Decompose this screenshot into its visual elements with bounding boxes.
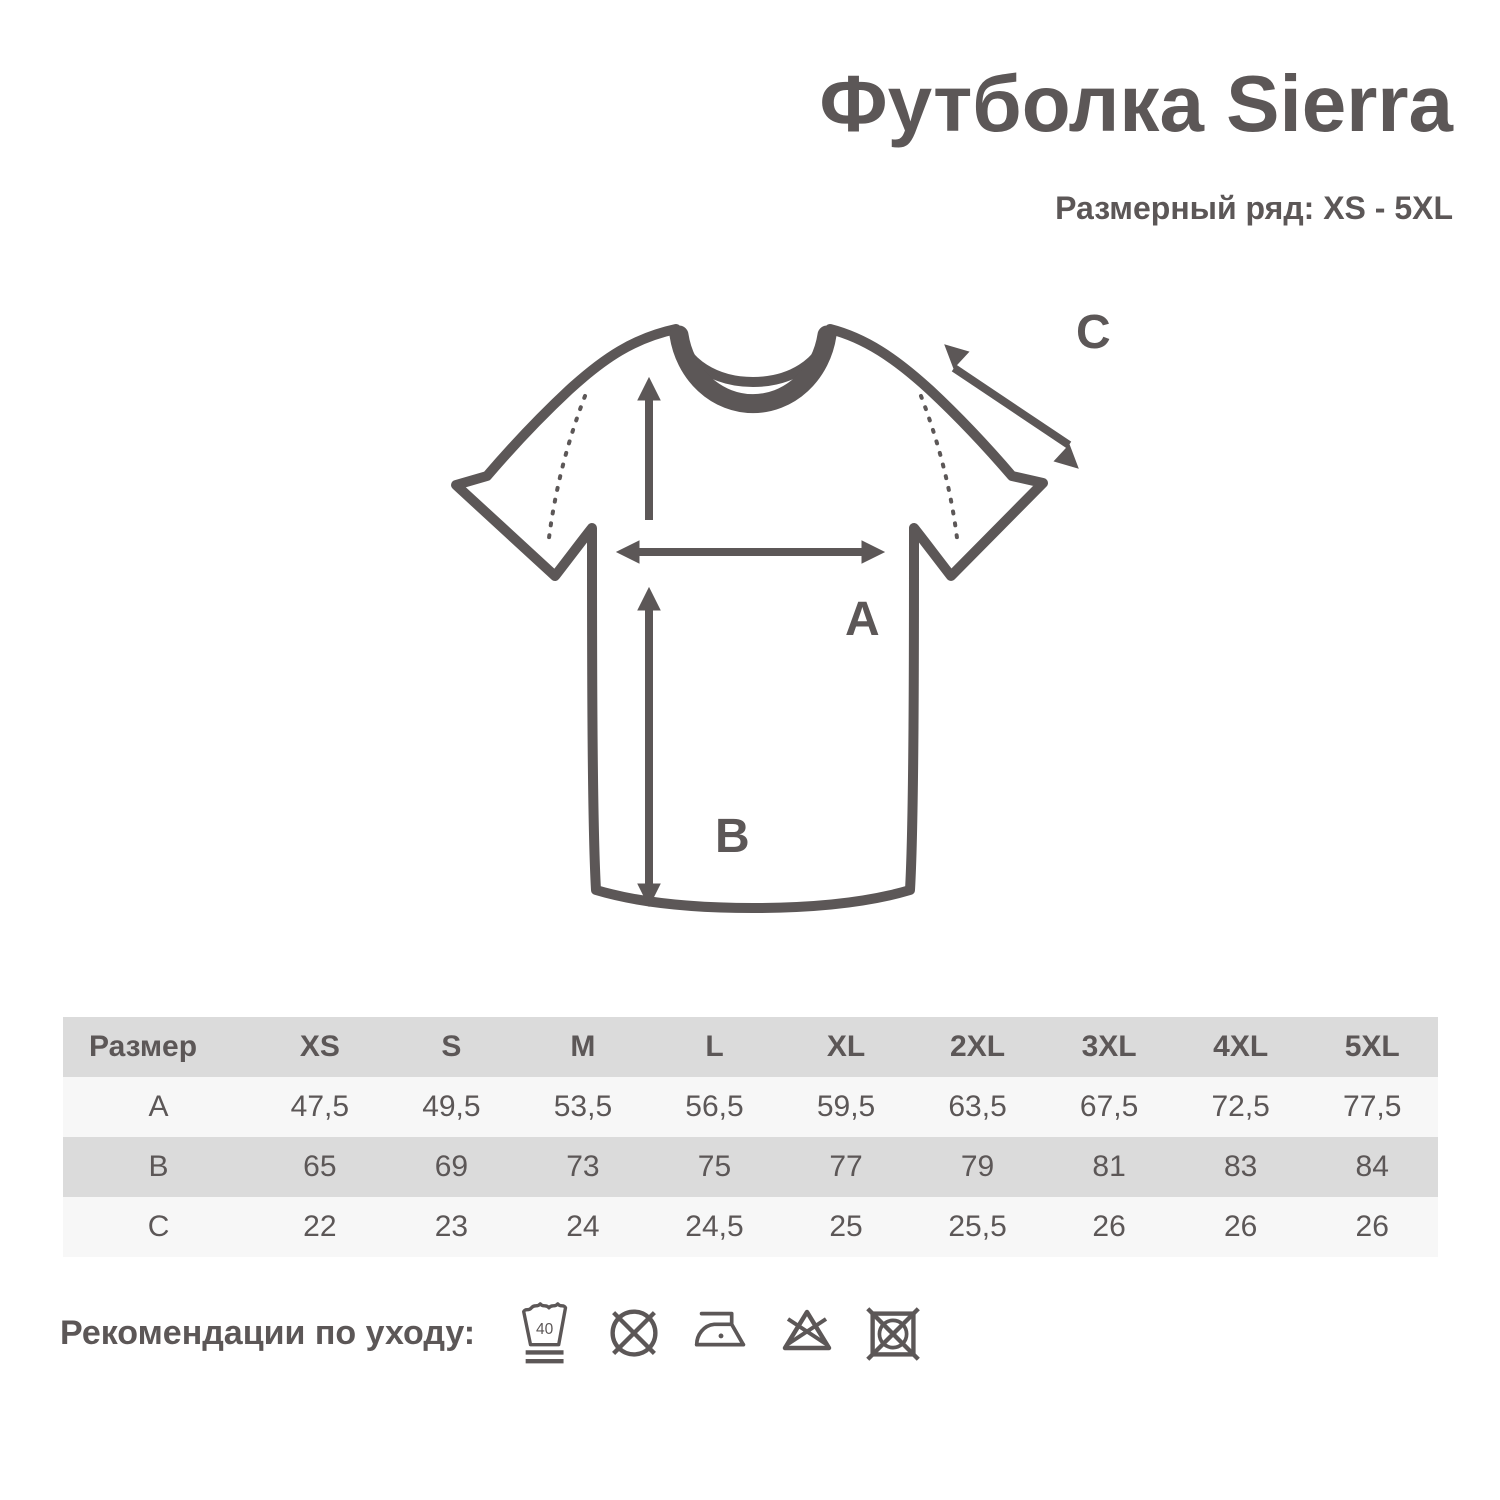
svg-text:A: A xyxy=(845,593,880,646)
svg-text:B: B xyxy=(715,810,750,863)
svg-text:C: C xyxy=(1076,306,1111,359)
svg-text:40: 40 xyxy=(536,1321,554,1338)
